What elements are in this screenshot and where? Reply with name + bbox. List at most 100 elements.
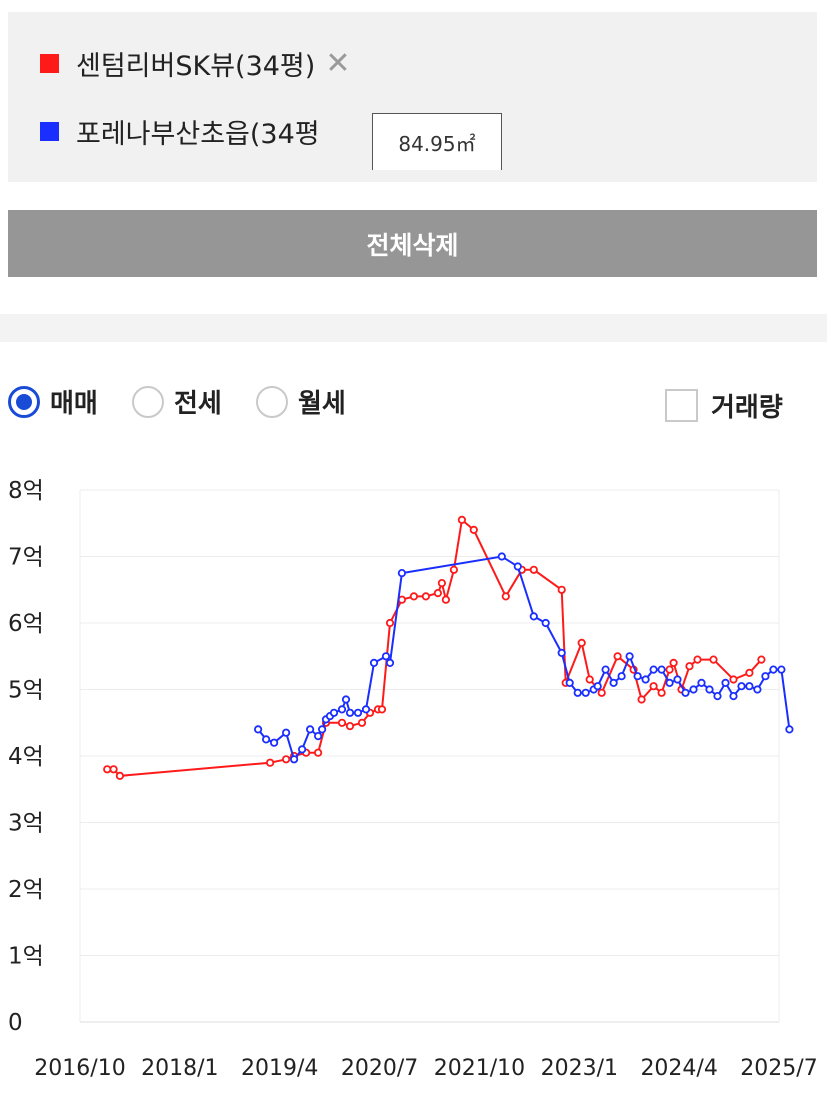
data-point-series-2 xyxy=(529,612,538,621)
data-point-series-1 xyxy=(109,765,118,774)
y-tick-label: 8억 xyxy=(8,478,44,504)
data-point-series-1 xyxy=(757,655,766,664)
data-point-series-2 xyxy=(681,688,690,697)
radio-monthly-label: 월세 xyxy=(298,389,346,419)
data-point-series-1 xyxy=(115,771,125,780)
legend-label-1: 센텀리버SK뷰(34평) xyxy=(76,51,316,82)
data-point-series-2 xyxy=(721,678,730,687)
data-point-series-1 xyxy=(729,675,738,684)
data-point-series-1 xyxy=(585,675,594,684)
data-point-series-1 xyxy=(265,758,275,767)
radio-sale-circle[interactable] xyxy=(8,385,40,418)
data-point-series-1 xyxy=(103,765,112,774)
data-point-series-1 xyxy=(665,665,674,674)
data-point-series-2 xyxy=(769,665,778,674)
y-tick-label: 6억 xyxy=(8,611,44,637)
data-point-series-1 xyxy=(385,618,395,628)
data-point-series-2 xyxy=(753,685,762,694)
data-point-series-2 xyxy=(269,738,279,747)
data-point-series-2 xyxy=(657,665,666,674)
y-tick-label: 2억 xyxy=(8,877,44,903)
data-point-series-1 xyxy=(685,662,694,671)
data-point-series-2 xyxy=(581,688,590,697)
x-tick-label: 2016/10 xyxy=(34,1056,125,1081)
data-point-series-2 xyxy=(345,708,355,717)
data-point-series-2 xyxy=(609,678,618,687)
section-divider xyxy=(0,314,827,342)
data-point-series-1 xyxy=(613,652,622,661)
radio-monthly-circle[interactable] xyxy=(256,385,288,418)
y-tick-label: 5억 xyxy=(8,678,44,704)
data-point-series-1 xyxy=(441,595,450,604)
data-point-series-2 xyxy=(649,665,658,674)
radio-sale-label: 매매 xyxy=(50,389,98,419)
data-point-series-1 xyxy=(501,592,510,601)
data-point-series-1 xyxy=(597,688,606,697)
data-point-series-1 xyxy=(577,638,586,647)
close-icon[interactable]: ✕ xyxy=(325,45,351,81)
data-point-series-1 xyxy=(657,688,666,697)
x-tick-label: 2024/4 xyxy=(640,1056,717,1081)
data-point-series-2 xyxy=(745,682,754,691)
y-tick-label: 3억 xyxy=(8,811,44,837)
x-tick-label: 2018/1 xyxy=(141,1056,218,1081)
data-point-series-2 xyxy=(625,652,634,661)
radio-jeonse-circle[interactable] xyxy=(132,385,164,418)
data-point-series-2 xyxy=(313,731,323,741)
data-point-series-2 xyxy=(261,735,271,744)
data-point-series-1 xyxy=(693,655,702,664)
data-point-series-1 xyxy=(457,515,466,525)
radio-sale[interactable]: 매매 xyxy=(8,383,98,420)
y-tick-label: 4억 xyxy=(8,744,44,770)
chart-options: 매매 전세 월세 거래량 xyxy=(0,383,827,427)
data-point-series-1 xyxy=(377,705,387,714)
data-point-series-1 xyxy=(409,592,418,601)
data-point-series-2 xyxy=(737,682,746,691)
data-point-series-2 xyxy=(673,675,682,684)
y-tick-label: 1억 xyxy=(8,944,44,970)
radio-jeonse[interactable]: 전세 xyxy=(132,383,222,420)
radio-jeonse-label: 전세 xyxy=(174,389,222,419)
data-point-series-2 xyxy=(381,652,391,661)
data-point-series-2 xyxy=(565,678,574,687)
legend-item-1[interactable]: 센텀리버SK뷰(34평) ✕ xyxy=(40,44,350,83)
data-point-series-1 xyxy=(337,718,347,727)
legend-swatch-red xyxy=(40,54,59,73)
data-point-series-2 xyxy=(697,678,706,687)
data-point-series-2 xyxy=(761,672,770,681)
data-point-series-1 xyxy=(637,695,646,704)
data-point-series-2 xyxy=(341,695,351,704)
data-point-series-2 xyxy=(641,675,650,684)
data-point-series-2 xyxy=(633,672,642,681)
data-point-series-2 xyxy=(557,648,566,657)
volume-checkbox-box[interactable] xyxy=(665,389,698,422)
price-line-chart: 0 1억 2억 3억 4억 5억 6억 7억 8억 2016/10 2018/1 2019/4 2020… xyxy=(8,478,818,1081)
data-point-series-1 xyxy=(437,579,446,588)
delete-all-button[interactable]: 전체삭제 xyxy=(8,210,817,277)
data-point-series-2 xyxy=(497,552,506,561)
radio-monthly[interactable]: 월세 xyxy=(256,383,346,420)
data-point-series-2 xyxy=(281,728,291,737)
data-point-series-1 xyxy=(421,592,430,601)
data-point-series-1 xyxy=(745,668,754,677)
data-point-series-2 xyxy=(785,725,794,734)
data-point-series-2 xyxy=(513,562,522,571)
data-point-series-2 xyxy=(665,678,674,687)
data-point-series-2 xyxy=(305,725,315,734)
data-point-series-1 xyxy=(557,585,566,594)
volume-checkbox[interactable]: 거래량 xyxy=(665,387,783,424)
data-point-series-2 xyxy=(601,665,610,674)
data-point-series-1 xyxy=(469,525,478,535)
data-point-series-1 xyxy=(709,655,718,664)
data-point-series-2 xyxy=(337,705,347,714)
data-point-series-2 xyxy=(729,692,738,701)
x-tick-label: 2025/7 xyxy=(740,1056,817,1081)
volume-checkbox-label: 거래량 xyxy=(711,393,783,423)
x-tick-label: 2020/7 xyxy=(341,1056,418,1081)
data-point-series-2 xyxy=(617,672,626,681)
x-tick-label: 2019/4 xyxy=(241,1056,318,1081)
legend-item-2[interactable]: 포레나부산초읍(34평 xyxy=(40,112,320,151)
data-point-series-1 xyxy=(433,589,442,598)
data-point-series-2 xyxy=(329,708,339,717)
data-point-series-2 xyxy=(254,725,263,734)
